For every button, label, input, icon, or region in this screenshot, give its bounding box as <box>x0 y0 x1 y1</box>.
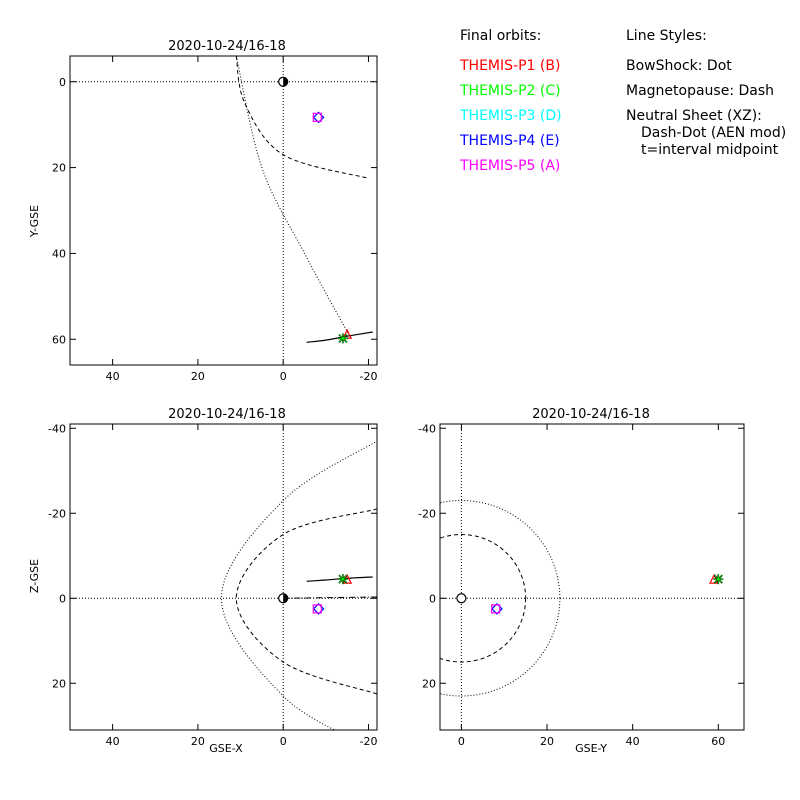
panel-xz-xtick-label: 0 <box>280 735 287 748</box>
panel-xy-xtick-label: 0 <box>280 370 287 383</box>
panel-yz-frame <box>439 423 745 731</box>
panel-xz-neutral-sheet <box>283 596 378 599</box>
marker-p5 <box>312 112 322 122</box>
marker-p4 <box>312 111 325 124</box>
panel-xy-ylabel: Y-GSE <box>28 205 41 238</box>
panel-yz-xtick-label: 20 <box>540 735 554 748</box>
panel-xz-xlabel: GSE-X <box>209 742 243 755</box>
legend-style-magnetopause: Magnetopause: Dash <box>626 83 774 99</box>
panel-xz-ytick-label: 20 <box>52 677 66 690</box>
marker-p2 <box>713 574 724 585</box>
panel-xy-bowshock <box>235 56 352 340</box>
legend-styles-title: Line Styles: <box>626 28 707 44</box>
panel-xz-bowshock <box>220 440 377 730</box>
panel-yz-xtick-label: 60 <box>711 735 725 748</box>
panel-xy-title: 2020-10-24/16-18 <box>168 39 286 54</box>
panel-yz-earth <box>456 593 467 604</box>
panel-xy-ytick-label: 0 <box>59 76 66 89</box>
legend-style-bowshock: BowShock: Dot <box>626 58 732 74</box>
marker-p5 <box>491 604 501 614</box>
legend-probe-p3: THEMIS-P3 (D) <box>459 108 562 124</box>
panel-yz-title: 2020-10-24/16-18 <box>532 407 650 422</box>
legend-style-neutral-sheet: Neutral Sheet (XZ): <box>626 108 762 124</box>
panel-xz-frame <box>69 423 378 731</box>
panel-xy-orbit <box>306 331 373 343</box>
panel-xz-ytick-label: -40 <box>48 422 66 435</box>
panel-xy-earth-night <box>283 77 288 87</box>
marker-p4 <box>491 603 503 615</box>
legend-probe-p2: THEMIS-P2 (C) <box>459 83 561 99</box>
legend-probe-p4: THEMIS-P4 (E) <box>459 133 560 149</box>
panel-xy-xtick-label: 20 <box>191 370 205 383</box>
panel-xz-xtick-label: 40 <box>106 735 120 748</box>
panel-xz-xtick-label: -20 <box>359 735 377 748</box>
panel-xy-xtick-label: 40 <box>106 370 120 383</box>
panel-xy-ytick-label: 20 <box>52 162 66 175</box>
panel-xz-ylabel: Z-GSE <box>28 559 41 593</box>
panel-xy-ytick-label: 40 <box>52 247 66 260</box>
legend-style-midpoint: t=interval midpoint <box>641 142 779 158</box>
panel-yz-xtick-label: 0 <box>458 735 465 748</box>
legend-orbits-title: Final orbits: <box>460 28 541 44</box>
marker-p4 <box>312 603 325 615</box>
panel-yz-ytick-label: 20 <box>422 677 436 690</box>
panel-xz-title: 2020-10-24/16-18 <box>168 407 286 422</box>
panel-yz-magnetopause <box>440 534 527 663</box>
marker-p2 <box>337 333 348 344</box>
panel-xy-xtick-label: -20 <box>359 370 377 383</box>
panel-xz-ytick-label: 0 <box>59 592 66 605</box>
panel-xy-frame <box>69 55 378 366</box>
marker-p2 <box>337 574 348 585</box>
panel-yz-ytick-label: 0 <box>429 592 436 605</box>
panel-yz-xlabel: GSE-Y <box>575 742 607 755</box>
legend-probe-p1: THEMIS-P1 (B) <box>459 58 560 74</box>
marker-p5 <box>312 604 322 614</box>
panel-xz-earth-night <box>283 593 288 603</box>
panel-yz-ytick-label: -20 <box>418 507 436 520</box>
panel-xy-ytick-label: 60 <box>52 333 66 346</box>
panel-xz-ytick-label: -20 <box>48 507 66 520</box>
panel-yz-bowshock <box>440 500 561 697</box>
legend-probe-p5: THEMIS-P5 (A) <box>459 158 560 174</box>
panel-yz-xtick-label: 40 <box>626 735 640 748</box>
panel-yz-ytick-label: -40 <box>418 422 436 435</box>
panel-xy-magnetopause <box>235 56 369 179</box>
panel-xz-magnetopause <box>235 508 377 695</box>
legend-style-dashdot: Dash-Dot (AEN mod) <box>641 125 786 141</box>
panel-xz-orbit <box>306 576 373 582</box>
panel-xz-xtick-label: 20 <box>191 735 205 748</box>
